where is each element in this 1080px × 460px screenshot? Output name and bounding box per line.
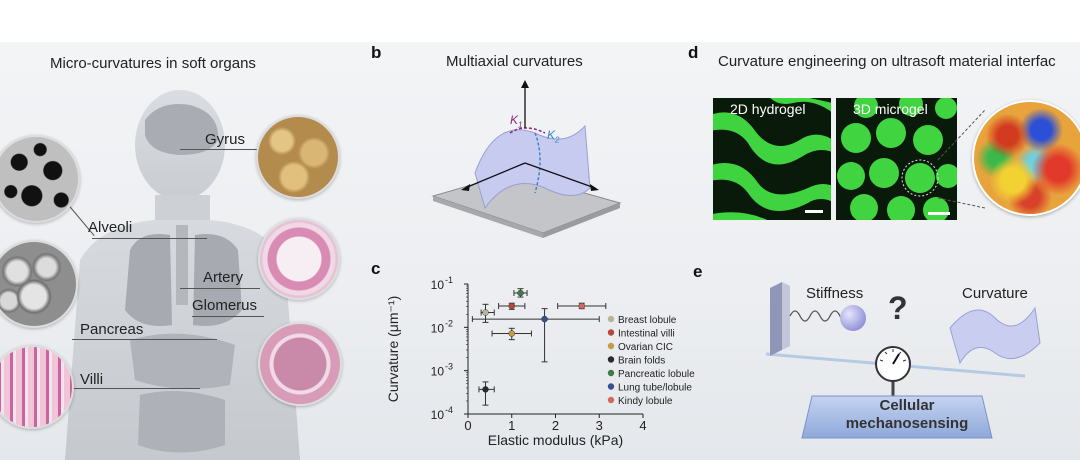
y-tick-label: 10 [431,278,445,292]
heatmap-sphere [972,100,1080,216]
legend-label: Intestinal villi [618,329,675,340]
gyrus-photo [256,115,340,199]
legend-label: Kindy lobule [618,396,673,407]
data-point [508,330,515,337]
data-point [482,309,489,316]
legend-marker [607,329,615,336]
human-silhouette-icon [65,90,300,460]
artery-leader [180,288,260,289]
curved-surface-icon [431,80,622,238]
legend-marker [607,315,615,323]
y-tick-exponent: -3 [445,362,453,372]
k2-label: K2 [547,128,560,145]
panel-c-letter: c [371,259,381,278]
artery-histology [258,218,340,300]
glomerus-leader [192,316,264,317]
alveoli-leader [92,238,207,239]
pancreas-micrograph [0,240,78,328]
y-tick-exponent: -4 [445,405,453,415]
pancreas-label: Pancreas [80,321,144,338]
villi-label: Villi [80,371,104,388]
legend-marker [607,356,615,363]
y-axis-label: Curvature (μm⁻¹) [385,296,401,402]
y-tick-label: 10 [431,321,445,335]
data-point [482,386,489,393]
legend-label: Pancreatic lobule [618,369,695,380]
legend-label: Brain folds [618,356,665,367]
hydrogel-2d-label: 2D hydrogel [730,101,806,117]
question-mark: ? [888,290,908,326]
y-tick-exponent: -1 [445,275,453,285]
data-point [517,289,524,297]
x-tick-label: 2 [552,418,559,433]
panel-b-letter: b [371,43,382,62]
k1-label: K1 [510,113,523,130]
gyrus-label: Gyrus [205,131,246,148]
legend-marker [607,383,615,390]
box-line-1: Cellular [879,397,935,414]
panel-b-title: Multiaxial curvatures [446,53,583,70]
gyrus-leader [180,149,260,150]
y-tick-label: 10 [431,408,445,422]
panel-d-title: Curvature engineering on ultrasoft mater… [718,53,1056,70]
x-tick-label: 4 [639,418,646,433]
hydrogel-2d-image [713,98,831,220]
legend-marker [607,396,615,404]
y-tick-label: 10 [431,365,445,379]
panel-e-letter: e [693,262,703,281]
data-point [508,302,515,310]
glomerus-histology [258,322,342,406]
microgel-3d-image [836,98,957,220]
artery-label: Artery [203,269,244,286]
x-axis-label: Elastic modulus (kPa) [488,432,623,448]
box-line-2: mechanosensing [845,415,969,432]
stiffness-label: Stiffness [806,285,864,302]
mechanosensing-diagram [765,282,1041,439]
glomerus-label: Glomerus [192,297,258,314]
legend-label: Lung tube/lobule [618,383,692,394]
y-tick-exponent: -2 [445,318,453,328]
legend-label: Breast lobule [618,315,677,326]
zoom-lines [937,109,986,209]
legend-label: Ovarian CIC [618,342,673,353]
pancreas-leader [72,339,217,340]
villi-leader [70,388,200,389]
data-point [541,315,548,323]
villi-micrograph [0,345,74,429]
legend-marker [607,342,615,350]
cellular-mechanosensing-label: Cellular mechanosensing [812,397,1002,433]
panel-d-letter: d [688,43,699,62]
x-tick-label: 3 [596,418,603,433]
legend-marker [607,369,615,377]
x-tick-label: 0 [464,418,471,433]
data-point [578,302,585,310]
panel-a-title: Micro-curvatures in soft organs [50,55,256,72]
alveoli-label: Alveoli [88,219,133,236]
curvature-label: Curvature [962,285,1028,302]
alveoli-micrograph [0,135,80,223]
microgel-3d-label: 3D microgel [853,101,928,117]
x-tick-label: 1 [508,418,515,433]
